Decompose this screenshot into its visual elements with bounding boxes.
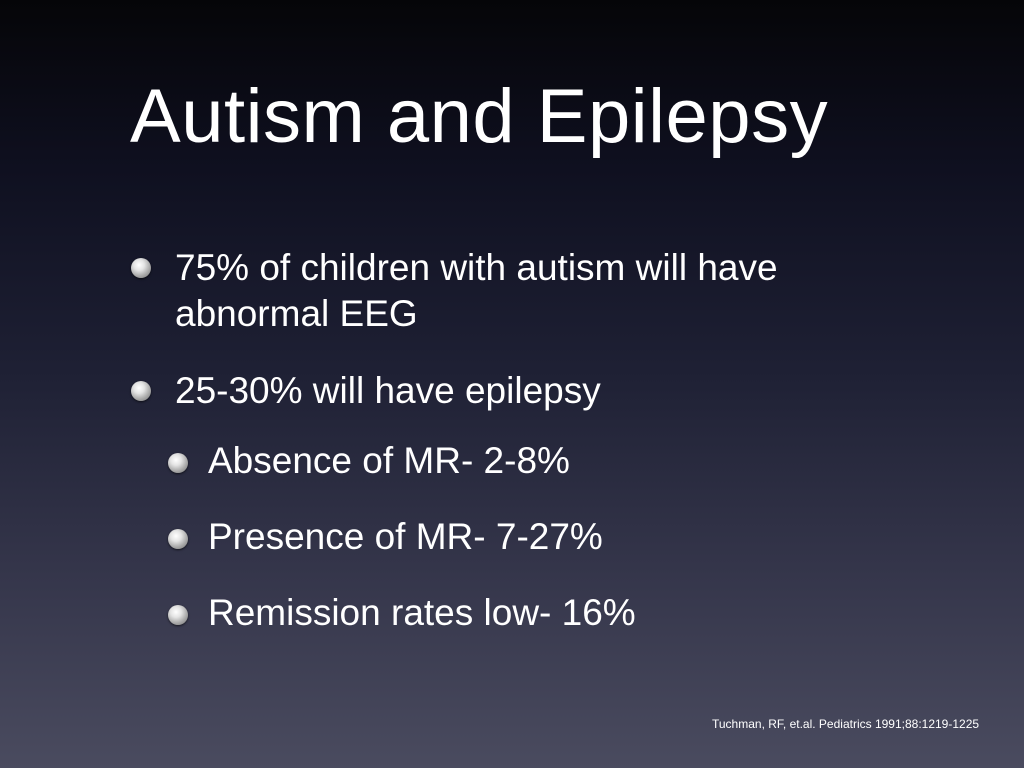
bullet-line: abnormal EEG [175, 293, 418, 334]
slide-title: Autism and Epilepsy [130, 74, 829, 159]
sphere-bullet-icon [131, 381, 151, 401]
citation: Tuchman, RF, et.al. Pediatrics 1991;88:1… [712, 717, 980, 731]
sub-bullet-text: Presence of MR- 7-27% [208, 516, 603, 557]
bullet-text: 25-30% will have epilepsy [175, 368, 601, 414]
sub-bullet-text: Absence of MR- 2-8% [208, 440, 570, 481]
sphere-bullet-icon [168, 453, 188, 473]
bullet-line: 75% of children with autism will have [175, 247, 778, 288]
sphere-bullet-icon [168, 605, 188, 625]
bullet-text: 75% of children with autism will have ab… [175, 245, 778, 337]
sphere-bullet-icon [168, 529, 188, 549]
sphere-bullet-icon [131, 258, 151, 278]
bullet-line: 25-30% will have epilepsy [175, 370, 601, 411]
sub-bullet-text: Remission rates low- 16% [208, 592, 636, 633]
